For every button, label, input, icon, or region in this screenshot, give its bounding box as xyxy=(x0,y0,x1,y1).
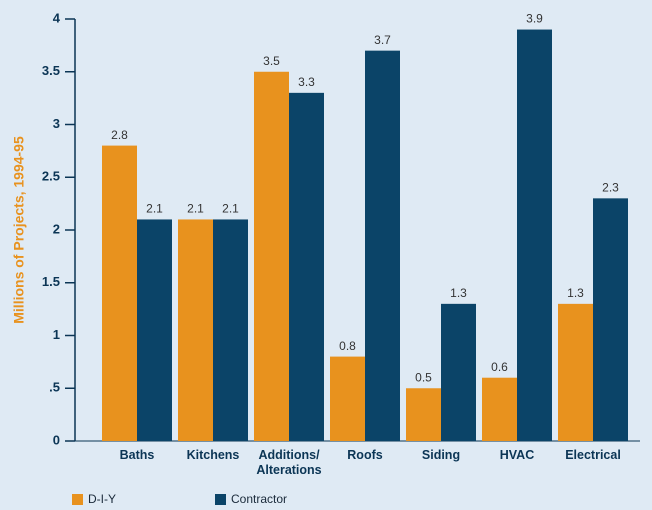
x-tick-label: Additions/ Alterations xyxy=(256,448,322,477)
value-label: 0.5 xyxy=(415,370,432,384)
value-label: 0.8 xyxy=(339,339,356,353)
value-label: 0.6 xyxy=(491,360,508,374)
x-tick-label: Roofs xyxy=(347,448,383,462)
y-tick-label: 4 xyxy=(53,10,61,25)
y-tick-label: 1.5 xyxy=(42,274,60,289)
y-tick-label: 2.5 xyxy=(42,169,60,184)
value-label: 2.8 xyxy=(111,128,128,142)
bar xyxy=(102,145,137,441)
bar xyxy=(593,198,628,441)
bar xyxy=(254,71,289,441)
y-tick-label: 0 xyxy=(53,432,60,447)
x-tick-label: HVAC xyxy=(499,448,535,462)
y-tick-label: 3.5 xyxy=(42,63,60,78)
bar xyxy=(441,303,476,441)
x-tick-label: Kitchens xyxy=(186,448,240,462)
x-tick-label: Electrical xyxy=(565,448,621,462)
bar xyxy=(330,356,365,441)
value-label: 1.3 xyxy=(450,286,467,300)
y-tick-label: .5 xyxy=(49,380,60,395)
value-label: 2.1 xyxy=(146,202,163,216)
value-label: 1.3 xyxy=(567,286,584,300)
legend-swatch xyxy=(215,494,226,505)
value-label: 2.1 xyxy=(222,202,239,216)
bar xyxy=(213,219,248,441)
bar xyxy=(558,303,593,441)
bar xyxy=(289,92,324,441)
bar xyxy=(365,50,400,442)
bar xyxy=(137,219,172,441)
bar xyxy=(178,219,213,441)
y-axis-label: Millions of Projects, 1994-95 xyxy=(11,136,27,324)
value-label: 3.9 xyxy=(526,12,543,26)
value-label: 3.3 xyxy=(298,75,315,89)
legend-label: D-I-Y xyxy=(88,492,116,506)
y-tick-label: 3 xyxy=(53,116,60,131)
value-label: 3.5 xyxy=(263,54,280,68)
bar xyxy=(482,377,517,441)
value-label: 2.3 xyxy=(602,181,619,195)
legend-swatch xyxy=(72,494,83,505)
value-label: 2.1 xyxy=(187,202,204,216)
y-tick-label: 2 xyxy=(53,221,60,236)
y-tick-label: 1 xyxy=(53,327,60,342)
value-label: 3.7 xyxy=(374,33,391,47)
bar xyxy=(517,29,552,442)
legend-label: Contractor xyxy=(231,492,287,506)
x-tick-label: Siding xyxy=(421,448,461,462)
x-tick-label: Baths xyxy=(119,448,155,462)
bar xyxy=(406,388,441,441)
